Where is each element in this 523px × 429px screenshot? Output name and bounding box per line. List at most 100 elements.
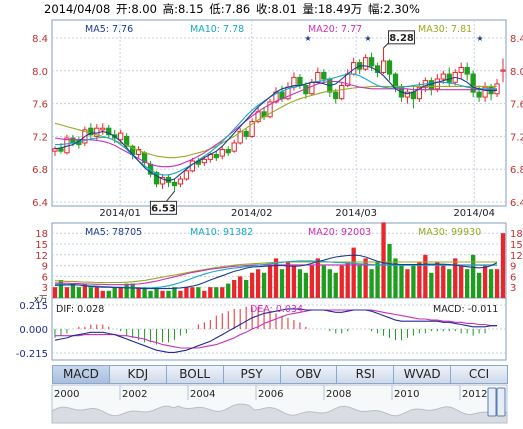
volume-bar	[435, 262, 440, 298]
volume-bar	[214, 287, 219, 298]
low-label-box	[149, 200, 177, 215]
volume-unit-label: x万	[34, 295, 48, 305]
timeline-year-label: 2008	[326, 389, 351, 400]
volume-bar	[488, 269, 494, 298]
candle-body	[243, 130, 249, 137]
price-legend-2: MA10: 7.78	[190, 24, 244, 35]
volume-bar	[136, 287, 141, 298]
tab-cci[interactable]: CCI	[450, 365, 508, 384]
dif-line	[54, 308, 497, 353]
candle-body	[404, 91, 411, 98]
candle-body	[118, 132, 124, 141]
volume-bar	[273, 258, 279, 298]
volume-bar	[208, 287, 213, 298]
dea-line	[55, 309, 497, 349]
volume-bar	[453, 258, 458, 298]
ma5-line	[54, 65, 497, 182]
volume-tick-right: 15	[510, 240, 523, 251]
candle-body	[213, 153, 219, 159]
date-tick: 2014/04	[453, 208, 495, 219]
volume-ma30-line	[54, 261, 497, 284]
scroll-handle-icon[interactable]	[487, 387, 506, 417]
volume-legend-2: MA10: 91382	[190, 227, 253, 238]
volume-tick-left: 3	[42, 283, 48, 294]
candle-body	[225, 149, 231, 154]
candle-body	[249, 121, 255, 137]
candle-body	[297, 76, 303, 87]
volume-bar	[369, 269, 374, 298]
quote-volume: 量:18.49万	[302, 2, 363, 16]
volume-tick-right: 18	[510, 229, 523, 240]
volume-legend-3: MA20: 92003	[308, 227, 371, 238]
volume-bar	[429, 272, 434, 298]
macd-tick-left: 0.215	[19, 301, 48, 312]
tab-rsi[interactable]: RSI	[336, 365, 395, 384]
candle-body	[124, 135, 130, 147]
candle-body	[392, 73, 399, 88]
volume-bar	[345, 262, 350, 298]
volume-bar	[154, 287, 159, 298]
candle-body	[416, 86, 423, 100]
tab-kdj[interactable]: KDJ	[108, 365, 167, 384]
candle-body	[500, 69, 506, 72]
candle-body	[321, 71, 327, 80]
price-tick-right: 6.8	[510, 165, 523, 176]
quote-close: 收:8.01	[255, 2, 297, 16]
volume-bar	[261, 272, 267, 298]
volume-bar	[106, 290, 111, 298]
date-tick: 2014/02	[231, 208, 273, 219]
volume-bar	[166, 290, 171, 298]
volume-bar	[321, 265, 326, 298]
tab-obv[interactable]: OBV	[279, 365, 338, 384]
price-tick-right: 8.4	[510, 34, 523, 45]
tab-boll[interactable]: BOLL	[165, 365, 224, 384]
volume-bar	[196, 287, 201, 298]
volume-bar	[423, 254, 428, 298]
candle-body	[333, 91, 339, 100]
star-marker-icon: ★	[364, 34, 371, 43]
volume-bar	[494, 269, 500, 298]
volume-bar	[357, 265, 362, 298]
tab-wvad[interactable]: WVAD	[393, 365, 452, 384]
volume-bar	[226, 283, 231, 298]
timeline-year-label: 2012	[462, 389, 487, 400]
volume-bar	[172, 287, 177, 298]
candle-body	[219, 149, 225, 157]
volume-bar	[399, 265, 404, 298]
quote-open: 开:8.00	[115, 2, 157, 16]
volume-bar	[190, 287, 195, 298]
quote-high: 高:8.15	[162, 2, 204, 16]
high-label-box	[388, 30, 416, 45]
macd-tick-left: -0.215	[16, 349, 48, 360]
volume-tick-left: 6	[42, 272, 48, 283]
price-tick-right: 7.6	[510, 100, 523, 111]
price-tick-left: 7.2	[32, 132, 48, 143]
timeline-year-label: 2010	[394, 389, 419, 400]
tab-psy[interactable]: PSY	[222, 365, 281, 384]
candle-body	[135, 149, 142, 155]
volume-bar	[470, 254, 476, 298]
volume-bar	[297, 269, 303, 298]
volume-bar	[220, 287, 225, 298]
ma10-line	[55, 73, 497, 176]
price-tick-left: 7.6	[32, 100, 48, 111]
volume-bar	[243, 280, 249, 298]
volume-bar	[363, 258, 368, 298]
volume-bar	[381, 222, 386, 298]
price-tick-right: 8.0	[510, 67, 523, 78]
volume-tick-right: 6	[510, 272, 516, 283]
volume-bar	[238, 276, 243, 298]
candle-body	[58, 148, 64, 152]
timeline-year-label: 2006	[258, 389, 283, 400]
volume-bar	[315, 258, 320, 298]
indicator-tabs: MACD KDJ BOLL PSY OBV RSI WVAD CCI	[52, 365, 508, 384]
price-tick-left: 8.0	[32, 67, 48, 78]
candle-body	[52, 148, 58, 152]
candle-body	[106, 127, 112, 136]
candle-body	[159, 176, 166, 185]
volume-bar	[327, 269, 332, 298]
volume-bar	[249, 272, 255, 298]
tab-macd[interactable]: MACD	[52, 365, 110, 384]
volume-ma5-line	[54, 254, 498, 290]
